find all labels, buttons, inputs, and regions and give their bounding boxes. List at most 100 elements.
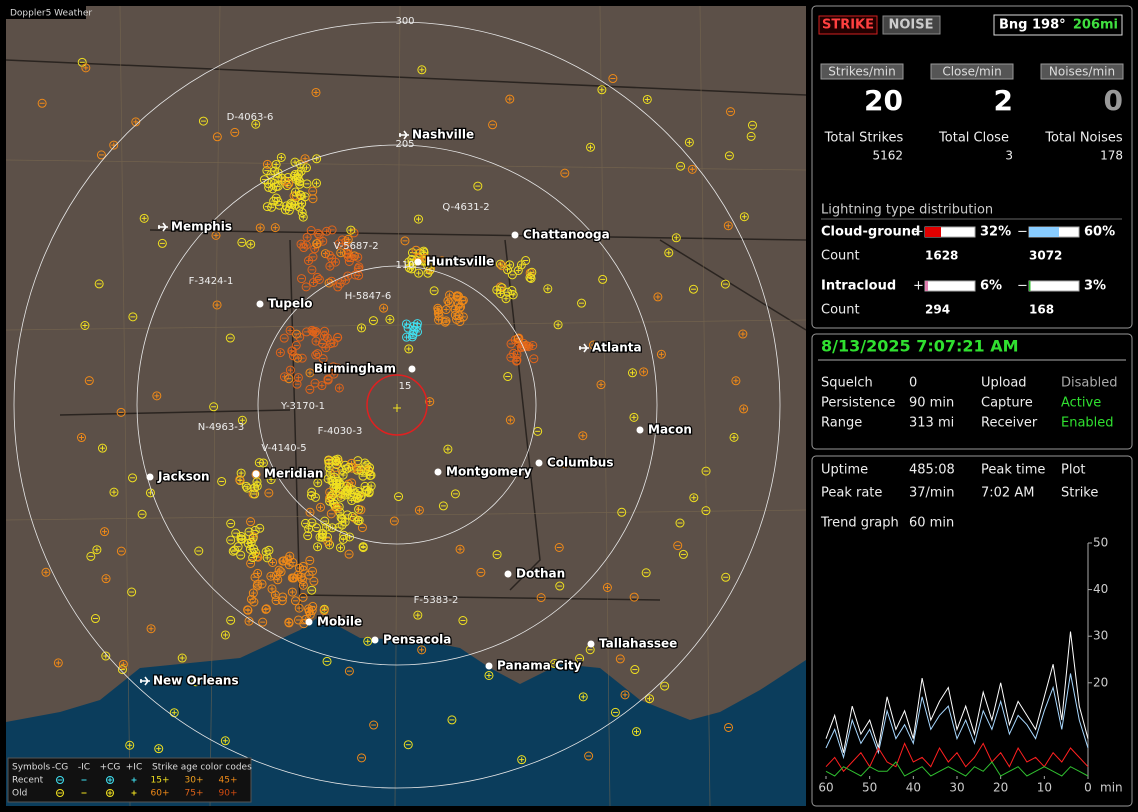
- total-label: Total Strikes: [824, 131, 904, 146]
- strike-symbol: [316, 502, 326, 512]
- strike-symbol: [738, 329, 748, 339]
- strike-symbol: [385, 314, 395, 324]
- strike-symbol: [335, 543, 345, 553]
- map-title: Doppler5 Weather: [10, 9, 92, 19]
- strike-symbol: [131, 117, 141, 127]
- strike-symbol: [684, 137, 694, 147]
- status-field: Enabled: [1061, 416, 1114, 431]
- legend-symbol: [56, 776, 64, 784]
- strike-symbol: [277, 596, 287, 606]
- strike-symbol: [326, 509, 336, 519]
- strike-symbol: [632, 727, 642, 737]
- rate-value: 20: [864, 84, 903, 117]
- strike-symbol: [484, 670, 494, 680]
- strike-symbol: [739, 212, 749, 222]
- total-label: Total Close: [938, 131, 1009, 146]
- pct-bar-track: [1028, 280, 1080, 292]
- strike-symbol: [701, 466, 711, 476]
- legend-age: 90+: [219, 789, 238, 799]
- strike-symbol: [492, 550, 502, 560]
- strike-symbol: [298, 592, 308, 602]
- noise-button[interactable]: [882, 15, 941, 35]
- strike-symbol: [307, 585, 317, 595]
- strike-symbol: [642, 94, 652, 104]
- strike-symbol: [729, 432, 739, 442]
- strike-symbol: [403, 740, 413, 750]
- strike-symbol: [447, 715, 457, 725]
- strike-symbol: [211, 230, 221, 240]
- strike-symbol: [291, 174, 301, 184]
- strike-symbol: [329, 369, 339, 379]
- strike-symbol: [313, 478, 323, 488]
- trend-field: 7:02 AM: [981, 486, 1034, 501]
- strike-symbol: [296, 190, 306, 200]
- strike-symbol: [726, 107, 736, 117]
- city-dot: [587, 640, 595, 648]
- strike-symbol: [243, 605, 253, 615]
- strike-symbol: [327, 523, 337, 533]
- strike-symbol: [560, 168, 570, 178]
- strike-symbol: [230, 127, 240, 137]
- strike-symbol: [217, 476, 227, 486]
- strike-symbol: [724, 722, 734, 732]
- x-tick-label: 10: [1037, 781, 1052, 795]
- trend-field: 37/min: [909, 486, 954, 501]
- storm-label: D-4063-6: [227, 112, 274, 123]
- strike-symbol: [358, 542, 368, 552]
- count-label: Count: [821, 249, 860, 264]
- strike-symbol: [455, 544, 465, 554]
- strike-symbol: [308, 327, 318, 337]
- range-ring: [257, 265, 537, 545]
- strike-symbol: [284, 205, 294, 215]
- city-label: Memphis: [171, 220, 232, 234]
- strike-symbol: [246, 558, 256, 568]
- strike-symbol: [270, 166, 280, 176]
- strike-symbol: [363, 465, 373, 475]
- strike-symbol: [653, 292, 663, 302]
- strike-symbol: [404, 344, 414, 354]
- strike-symbol: [338, 534, 348, 544]
- trend-field: 485:08: [909, 463, 955, 478]
- city-label: Nashville: [412, 128, 474, 142]
- x-tick-label: 50: [862, 781, 877, 795]
- strike-symbol: [701, 506, 711, 516]
- strike-symbol: [312, 239, 322, 249]
- strike-symbol: [330, 257, 340, 267]
- strike-symbol: [516, 260, 526, 270]
- strike-symbol: [322, 656, 332, 666]
- strike-symbol: [262, 159, 272, 169]
- strike-symbol: [340, 490, 350, 500]
- strike-symbol: [443, 444, 453, 454]
- city-dot: [371, 636, 379, 644]
- airport-icon: [399, 130, 409, 140]
- strike-symbol: [274, 565, 284, 575]
- strike-symbol: [342, 464, 352, 474]
- strike-symbol: [300, 154, 310, 164]
- strike-symbol: [295, 179, 305, 189]
- strike-symbol: [629, 592, 639, 602]
- y-tick-label: 20: [1093, 675, 1108, 689]
- strike-symbol: [101, 574, 111, 584]
- strike-symbol: [277, 173, 287, 183]
- strike-symbol: [127, 587, 137, 597]
- strike-symbol: [295, 332, 305, 342]
- range-ring: [13, 21, 781, 789]
- strike-symbol: [664, 248, 674, 258]
- strike-symbol: [235, 475, 245, 485]
- strike-symbol: [495, 259, 505, 269]
- strike-button[interactable]: [818, 15, 878, 35]
- legend-age: 30+: [185, 776, 204, 786]
- strike-symbol: [128, 312, 138, 322]
- strike-symbol: [226, 519, 236, 529]
- strike-symbol: [220, 630, 230, 640]
- strike-symbol: [615, 654, 625, 664]
- strike-symbol: [364, 488, 374, 498]
- strike-symbol: [492, 285, 502, 295]
- trend-value: 60 min: [909, 516, 954, 531]
- strike-symbol: [117, 665, 127, 675]
- strike-symbol: [244, 527, 254, 537]
- legend-box: [7, 757, 252, 803]
- range-ring: [136, 144, 658, 666]
- strike-symbol: [724, 151, 734, 161]
- city-dot: [485, 662, 493, 670]
